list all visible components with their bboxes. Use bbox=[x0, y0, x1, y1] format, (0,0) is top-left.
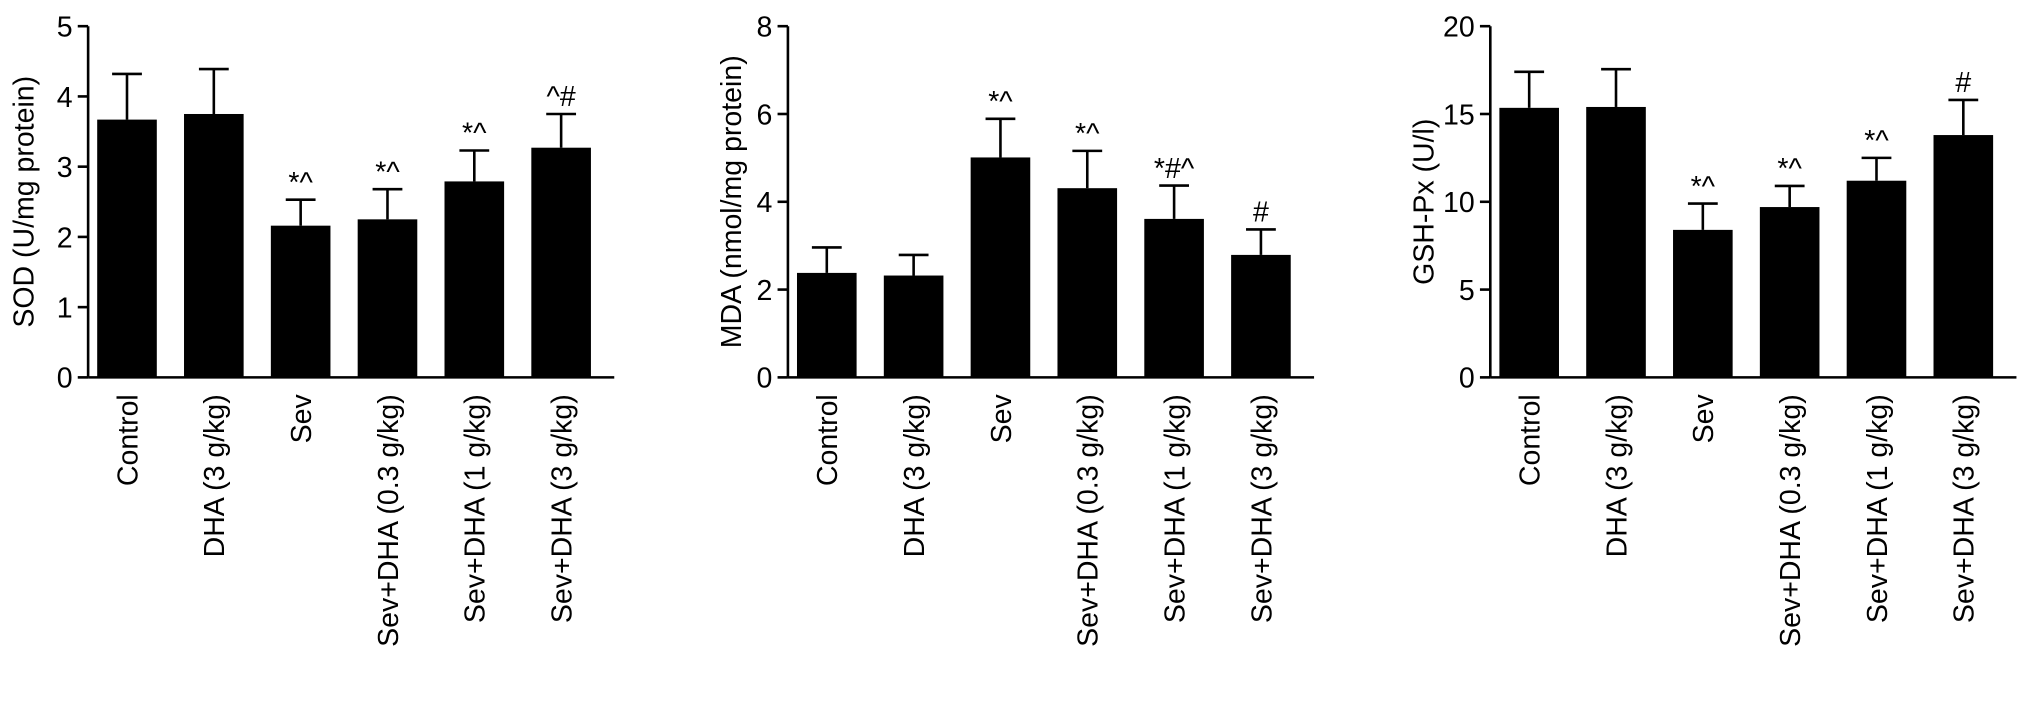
annotation: *^ bbox=[1864, 125, 1889, 157]
y-tick-label: 5 bbox=[57, 12, 73, 44]
annotation: *^ bbox=[462, 118, 487, 150]
x-tick-label: Control bbox=[812, 394, 844, 486]
x-tick-label: DHA (3 g/kg) bbox=[199, 394, 231, 557]
annotation: *^ bbox=[288, 167, 313, 199]
x-tick-label: Control bbox=[1515, 394, 1547, 486]
y-axis-label: SOD (U/mg protein) bbox=[9, 76, 41, 328]
y-tick-label: 8 bbox=[757, 12, 773, 44]
x-tick-label: Sev bbox=[986, 393, 1018, 443]
x-tick-label: Sev+DHA (0.3 g/kg) bbox=[1775, 394, 1807, 647]
bar bbox=[1057, 188, 1118, 378]
y-tick-label: 2 bbox=[57, 222, 73, 254]
annotation: ^# bbox=[547, 81, 576, 113]
bar bbox=[1673, 229, 1733, 378]
annotation: *^ bbox=[1075, 118, 1100, 150]
bar bbox=[1586, 106, 1646, 378]
bar bbox=[184, 113, 244, 378]
y-tick-label: 4 bbox=[57, 82, 73, 114]
x-tick-label: Sev+DHA (0.3 g/kg) bbox=[373, 394, 405, 647]
y-tick-label: 5 bbox=[1459, 275, 1475, 307]
x-tick-label: DHA (3 g/kg) bbox=[899, 394, 931, 557]
annotation: *#^ bbox=[1154, 153, 1195, 185]
y-tick-label: 0 bbox=[757, 363, 773, 395]
bar bbox=[444, 181, 505, 378]
bar bbox=[1846, 180, 1907, 378]
y-tick-label: 15 bbox=[1443, 99, 1475, 131]
y-tick-label: 4 bbox=[757, 187, 773, 219]
y-tick-label: 0 bbox=[57, 363, 73, 395]
x-tick-label: Sev bbox=[1688, 393, 1720, 443]
annotation: # bbox=[1253, 197, 1269, 229]
y-tick-label: 0 bbox=[1459, 363, 1475, 395]
bar bbox=[1499, 107, 1559, 378]
x-tick-label: DHA (3 g/kg) bbox=[1601, 394, 1633, 557]
bar bbox=[883, 275, 944, 378]
bar bbox=[270, 225, 331, 378]
x-tick-label: Sev+DHA (1 g/kg) bbox=[460, 394, 492, 623]
y-axis-label: MDA (nmol/mg protein) bbox=[716, 55, 748, 348]
y-axis-label: GSH-Px (U/l) bbox=[1408, 119, 1440, 285]
bar bbox=[357, 219, 418, 378]
annotation: *^ bbox=[375, 156, 400, 188]
x-tick-label: Sev+DHA (1 g/kg) bbox=[1862, 394, 1894, 623]
x-tick-label: Control bbox=[112, 394, 144, 486]
annotation: *^ bbox=[1691, 171, 1716, 203]
annotation: *^ bbox=[988, 86, 1013, 118]
bar bbox=[1231, 254, 1291, 378]
bar bbox=[531, 147, 591, 378]
y-tick-label: 6 bbox=[757, 99, 773, 131]
bar bbox=[796, 272, 857, 378]
bar bbox=[1144, 218, 1204, 378]
y-tick-label: 3 bbox=[57, 152, 73, 184]
bar bbox=[1933, 135, 1994, 378]
x-tick-label: Sev bbox=[286, 393, 318, 443]
bar bbox=[970, 157, 1031, 378]
bar bbox=[97, 119, 157, 378]
y-tick-label: 1 bbox=[57, 293, 73, 325]
x-tick-label: Sev+DHA (3 g/kg) bbox=[1246, 394, 1278, 623]
x-tick-label: Sev+DHA (3 g/kg) bbox=[1949, 394, 1981, 623]
annotation: # bbox=[1955, 67, 1971, 99]
bar bbox=[1759, 207, 1820, 378]
x-tick-label: Sev+DHA (3 g/kg) bbox=[547, 394, 579, 623]
x-tick-label: Sev+DHA (0.3 g/kg) bbox=[1073, 394, 1105, 647]
y-tick-label: 10 bbox=[1443, 187, 1475, 219]
y-tick-label: 2 bbox=[757, 275, 773, 307]
y-tick-label: 20 bbox=[1443, 12, 1475, 44]
x-tick-label: Sev+DHA (1 g/kg) bbox=[1159, 394, 1191, 623]
annotation: *^ bbox=[1777, 153, 1802, 185]
